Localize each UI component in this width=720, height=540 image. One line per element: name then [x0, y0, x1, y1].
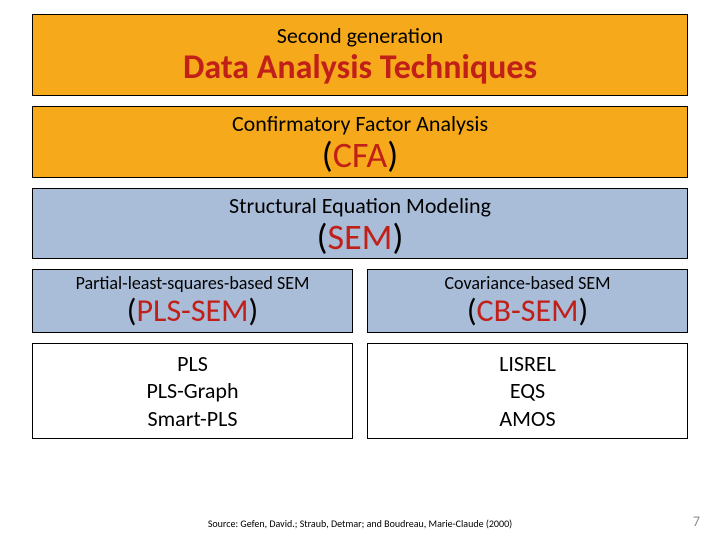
- cb-tools-box: LISREL EQS AMOS: [367, 343, 688, 440]
- cb-sem-box: Covariance-based SEM (CB-SEM): [367, 269, 688, 333]
- cfa-paren-open: (: [322, 133, 333, 177]
- title-main: Data Analysis Techniques: [33, 49, 687, 86]
- page-number: 7: [693, 513, 700, 530]
- cb-tool-1: LISREL: [368, 350, 687, 378]
- pls-tools-box: PLS PLS-Graph Smart-PLS: [32, 343, 353, 440]
- cfa-abbr: CFA: [333, 133, 388, 177]
- pls-sem-box: Partial-least-squares-based SEM (PLS-SEM…: [32, 269, 353, 333]
- title-supertitle: Second generation: [33, 23, 687, 49]
- sem-box: Structural Equation Modeling (SEM): [32, 188, 688, 260]
- cb-paren-open: (: [467, 291, 477, 330]
- pls-tool-3: Smart-PLS: [33, 405, 352, 433]
- pls-tool-1: PLS: [33, 350, 352, 378]
- source-citation: Source: Gefen, David.; Straub, Detmar; a…: [0, 517, 720, 530]
- cb-sem-abbr-line: (CB-SEM): [368, 294, 687, 328]
- tools-row: PLS PLS-Graph Smart-PLS LISREL EQS AMOS: [32, 343, 688, 440]
- cb-abbr: CB-SEM: [477, 291, 579, 330]
- cb-tool-3: AMOS: [368, 405, 687, 433]
- cb-paren-close: ): [578, 291, 588, 330]
- sem-paren-close: ): [392, 215, 403, 259]
- pls-abbr: PLS-SEM: [136, 291, 248, 330]
- sem-variants-row: Partial-least-squares-based SEM (PLS-SEM…: [32, 269, 688, 333]
- sem-abbr-line: (SEM): [33, 219, 687, 257]
- sem-paren-open: (: [317, 215, 328, 259]
- cfa-box: Confirmatory Factor Analysis (CFA): [32, 106, 688, 178]
- pls-tool-2: PLS-Graph: [33, 377, 352, 405]
- cfa-paren-close: ): [387, 133, 398, 177]
- cfa-abbr-line: (CFA): [33, 137, 687, 175]
- cb-tool-2: EQS: [368, 377, 687, 405]
- pls-paren-close: ): [249, 291, 259, 330]
- title-box: Second generation Data Analysis Techniqu…: [32, 14, 688, 96]
- pls-sem-abbr-line: (PLS-SEM): [33, 294, 352, 328]
- sem-abbr: SEM: [328, 215, 393, 259]
